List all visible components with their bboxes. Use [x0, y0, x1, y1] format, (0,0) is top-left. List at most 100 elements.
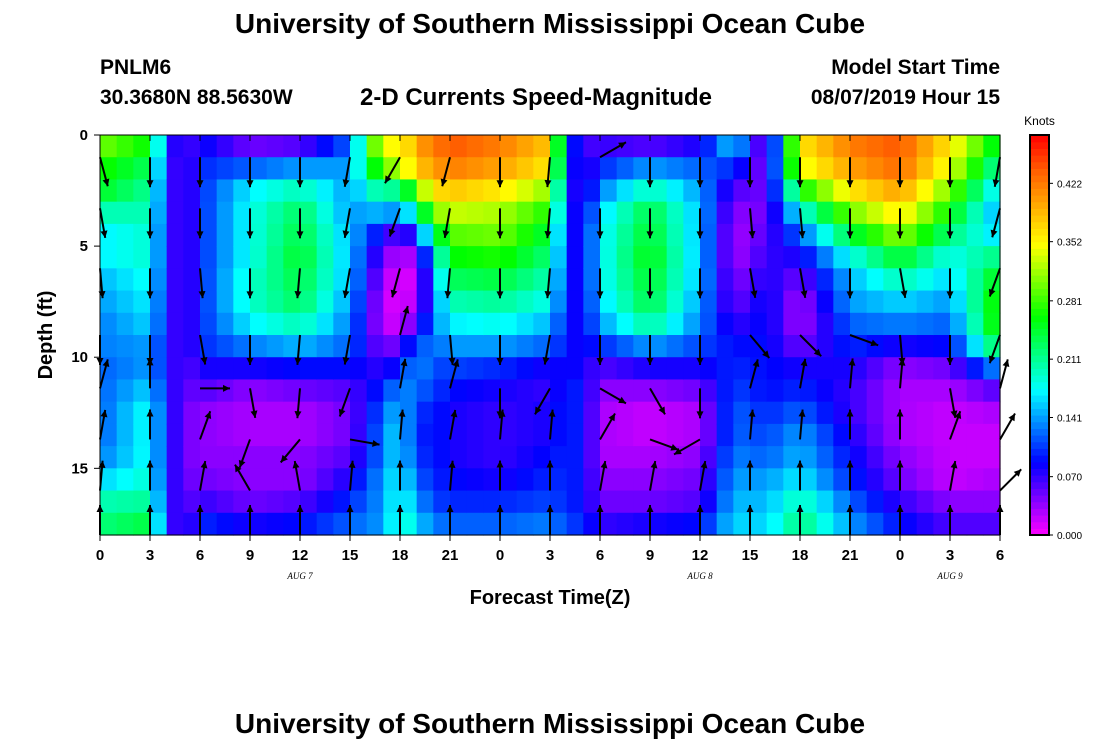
current-arrow: [992, 157, 1001, 187]
heatmap-cell: [966, 379, 984, 403]
arrow-head: [596, 291, 604, 299]
heatmap-cell: [283, 268, 301, 292]
heatmap-cell: [483, 290, 501, 314]
heatmap-cell: [716, 290, 734, 314]
colorbar-segment: [1030, 201, 1049, 209]
heatmap-cell: [716, 423, 734, 447]
heatmap-cell: [950, 357, 968, 381]
heatmap-cell: [783, 157, 801, 181]
heatmap-cell: [633, 512, 651, 536]
heatmap-cell: [900, 401, 918, 425]
heatmap-cell: [383, 357, 401, 381]
heatmap-cell: [100, 335, 118, 358]
current-arrow: [746, 460, 754, 491]
arrow-head: [442, 230, 450, 238]
heatmap-cell: [133, 379, 151, 403]
heatmap-cell: [350, 490, 368, 514]
heatmap-cell: [616, 379, 634, 403]
heatmap-cell: [966, 268, 984, 292]
arrow-head: [146, 231, 154, 239]
heatmap-cell: [400, 379, 418, 403]
heatmap-cell: [766, 157, 784, 181]
heatmap-cell: [950, 201, 968, 225]
heatmap-cell: [500, 312, 518, 336]
x-tick-label: 0: [496, 547, 504, 564]
current-arrow: [449, 359, 460, 389]
heatmap-cell: [883, 512, 901, 536]
colorbar-segment: [1030, 455, 1049, 463]
arrow-head: [398, 409, 406, 417]
current-arrow: [448, 460, 456, 491]
colorbar-segment: [1030, 521, 1049, 529]
current-arrow: [649, 438, 679, 451]
arrow-head: [342, 179, 350, 187]
current-arrow: [646, 268, 654, 299]
heatmap-cell: [400, 157, 418, 181]
heatmap-cell: [183, 246, 201, 269]
arrow-head: [674, 447, 682, 455]
heatmap-cell: [433, 312, 451, 336]
heatmap-cell: [533, 157, 551, 181]
heatmap-cell: [916, 423, 934, 447]
heatmap-cell: [233, 201, 251, 225]
arrow-head: [146, 460, 154, 468]
heatmap-cell: [750, 446, 768, 469]
arrow-head: [600, 461, 608, 469]
page-title: University of Southern Mississippi Ocean…: [234, 8, 866, 39]
heatmap-cell: [533, 446, 551, 469]
arrow-head: [544, 179, 552, 188]
current-arrow: [496, 460, 504, 491]
current-arrow: [296, 208, 304, 239]
arrow-head: [798, 409, 806, 417]
heatmap-cell: [383, 468, 401, 492]
heatmap-cell: [550, 335, 568, 358]
heatmap-cell: [100, 290, 118, 314]
arrow-head: [896, 409, 904, 417]
heatmap-cell: [233, 290, 251, 314]
heatmap-cell: [566, 312, 584, 336]
arrow-head: [796, 505, 804, 512]
heatmap-cell: [450, 446, 468, 469]
heatmap-cell: [850, 268, 868, 292]
heatmap-cell: [533, 135, 551, 158]
heatmap-cell: [216, 268, 234, 292]
arrow-head: [596, 505, 604, 512]
heatmap-cell: [133, 512, 151, 536]
arrow-head: [988, 288, 996, 297]
colorbar-segment: [1030, 301, 1049, 309]
heatmap-cell: [733, 357, 751, 381]
heatmap-cell: [833, 201, 851, 225]
heatmap-cell: [816, 357, 834, 381]
heatmap-cell: [633, 423, 651, 447]
heatmap-cell: [866, 401, 884, 425]
colorbar-segment: [1030, 475, 1049, 483]
heatmap-cell: [616, 468, 634, 492]
heatmap-cell: [916, 246, 934, 269]
current-arrow: [199, 334, 208, 365]
colorbar-segment: [1030, 168, 1049, 176]
heatmap-cell: [833, 290, 851, 314]
colorbar-frame: [1029, 134, 1050, 536]
heatmap-cell: [566, 290, 584, 314]
heatmap-cell: [433, 468, 451, 492]
heatmap-cell: [600, 468, 618, 492]
heatmap-cell: [466, 357, 484, 381]
heatmap-cell: [916, 312, 934, 336]
heatmap-cell: [266, 401, 284, 425]
heatmap-cell: [866, 379, 884, 403]
heatmap-cell: [700, 512, 718, 536]
heatmap-cell: [700, 490, 718, 514]
colorbar-segment: [1030, 281, 1049, 289]
heatmap-cell: [500, 223, 518, 247]
colorbar-segment: [1030, 268, 1049, 276]
current-arrow: [496, 208, 504, 239]
heatmap-cell: [500, 379, 518, 403]
heatmap-cell: [783, 423, 801, 447]
arrow-head: [544, 230, 552, 239]
heatmap-cell: [450, 512, 468, 536]
heatmap-cell: [350, 379, 368, 403]
heatmap-cell: [466, 335, 484, 358]
colorbar-segment: [1030, 408, 1049, 416]
heatmap-cell: [816, 201, 834, 225]
heatmap-cell: [616, 312, 634, 336]
